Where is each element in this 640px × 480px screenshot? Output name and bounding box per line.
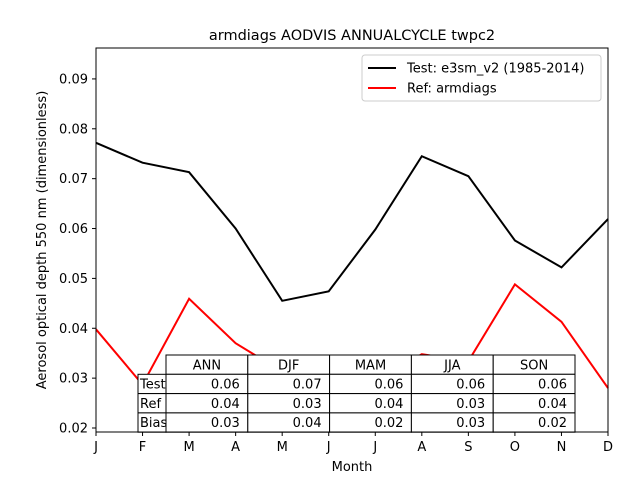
table-cell-value: 0.07 xyxy=(293,378,322,393)
y-tick-label: 0.03 xyxy=(59,372,88,387)
x-tick-label: O xyxy=(510,440,520,455)
x-tick-label: F xyxy=(139,440,146,455)
y-tick-label: 0.04 xyxy=(59,322,88,337)
table-cell-value: 0.04 xyxy=(374,397,403,412)
legend-box xyxy=(361,54,602,102)
x-tick-label: A xyxy=(231,440,240,455)
table-cell-value: 0.04 xyxy=(538,397,567,412)
legend: Test: e3sm_v2 (1985-2014) Ref: armdiags xyxy=(361,54,602,102)
table-header-label: SON xyxy=(520,358,548,373)
chart-title: armdiags AODVIS ANNUALCYCLE twpc2 xyxy=(209,28,495,44)
x-axis-label: Month xyxy=(332,460,373,475)
x-tick-label: A xyxy=(417,440,426,455)
table-header-label: JJA xyxy=(443,358,460,373)
x-tick-label: J xyxy=(372,440,377,455)
plot-frame xyxy=(95,47,609,433)
x-tick-label: J xyxy=(93,440,98,455)
y-tick-label: 0.09 xyxy=(59,72,88,87)
table-cell-value: 0.03 xyxy=(456,397,485,412)
table-cell-value: 0.04 xyxy=(293,416,322,431)
legend-entry-0: Test: e3sm_v2 (1985-2014) xyxy=(406,62,584,77)
legend-entry-1: Ref: armdiags xyxy=(407,82,497,97)
table-cell-value: 0.06 xyxy=(456,378,485,393)
table-header-label: MAM xyxy=(355,358,386,373)
stats-table: ANN DJF MAM JJA SON Test 0.06 0.07 0.06 0.06 0.06 R… xyxy=(137,354,576,433)
table-header-label: DJF xyxy=(278,358,299,373)
table-header-label: ANN xyxy=(193,358,221,373)
table-row-label: Ref xyxy=(140,397,161,412)
y-tick-label: 0.07 xyxy=(59,172,88,187)
x-tick-label: M xyxy=(277,440,288,455)
series-line-0 xyxy=(95,141,609,302)
table-cell-value: 0.03 xyxy=(456,416,485,431)
table-cell-value: 0.02 xyxy=(374,416,403,431)
x-tick-label: D xyxy=(603,440,613,455)
y-tick-label: 0.08 xyxy=(59,122,88,137)
y-tick-label: 0.05 xyxy=(59,272,88,287)
table-cell-value: 0.03 xyxy=(293,397,322,412)
table-cell-value: 0.06 xyxy=(374,378,403,393)
y-axis: 0.02 0.03 0.04 0.05 0.06 0.07 0.08 0.09 xyxy=(59,72,96,437)
x-tick-label: J xyxy=(326,440,331,455)
y-axis-label: Aerosol optical depth 550 nm (dimensionl… xyxy=(35,91,50,390)
table-cell-value: 0.03 xyxy=(211,416,240,431)
table-cell-value: 0.02 xyxy=(538,416,567,431)
y-tick-label: 0.06 xyxy=(59,222,88,237)
x-tick-label: S xyxy=(464,440,472,455)
table-cell-value: 0.06 xyxy=(211,378,240,393)
table-cell-value: 0.06 xyxy=(538,378,567,393)
x-tick-label: M xyxy=(183,440,194,455)
y-tick-label: 0.02 xyxy=(59,422,88,437)
table-row-label: Bias xyxy=(140,416,167,431)
x-tick-label: N xyxy=(557,440,567,455)
table-cell-value: 0.04 xyxy=(211,397,240,412)
table-row-label: Test xyxy=(139,378,166,393)
